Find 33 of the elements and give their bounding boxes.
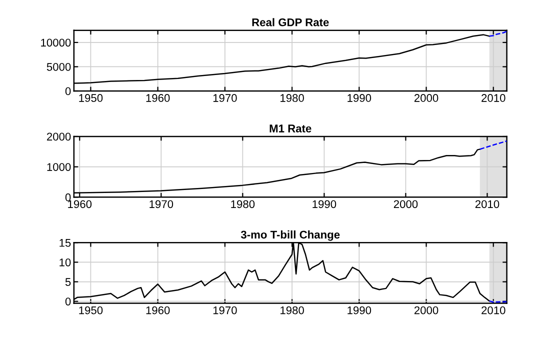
- x-tick-label: 1960: [146, 306, 170, 314]
- y-tick-label: 5: [65, 278, 71, 286]
- y-tick-label: 5000: [46, 62, 71, 71]
- y-tick-label: 2000: [46, 132, 71, 141]
- x-tick-label: 1960: [68, 200, 92, 208]
- x-tick-label: 2010: [475, 200, 500, 208]
- x-tick-label: 1980: [231, 200, 255, 208]
- y-tick-label: 15: [60, 239, 71, 247]
- chart-title: M1 Rate: [270, 124, 312, 132]
- x-tick-label: 2010: [482, 94, 506, 102]
- x-tick-label: 2000: [414, 94, 438, 102]
- y-tick-label: 1000: [47, 163, 71, 171]
- x-tick-label: 1970: [213, 306, 237, 314]
- chart-title: Real GDP Rate: [252, 18, 329, 26]
- x-tick-label: 1970: [150, 200, 174, 208]
- y-tick-label: 10000: [41, 38, 71, 47]
- x-tick-label: 2000: [394, 200, 418, 208]
- x-tick-label: 1950: [79, 306, 103, 314]
- x-tick-label: 1970: [213, 94, 237, 102]
- x-tick-label: 2010: [482, 306, 506, 314]
- x-tick-label: 1960: [146, 94, 170, 102]
- x-tick-label: 2000: [414, 306, 438, 314]
- x-tick-label: 1980: [280, 306, 304, 314]
- chart-title: 3-mo T-bill Change: [240, 230, 340, 241]
- x-tick-label: 1980: [280, 94, 304, 102]
- x-tick-label: 1990: [348, 306, 372, 314]
- x-tick-label: 1990: [348, 94, 372, 102]
- y-tick-label: 0: [65, 87, 71, 96]
- y-tick-label: 0: [65, 298, 71, 306]
- y-tick-label: 10: [60, 258, 71, 266]
- x-tick-label: 1950: [79, 94, 103, 102]
- y-tick-label: 0: [65, 193, 71, 202]
- x-tick-label: 1990: [312, 200, 336, 208]
